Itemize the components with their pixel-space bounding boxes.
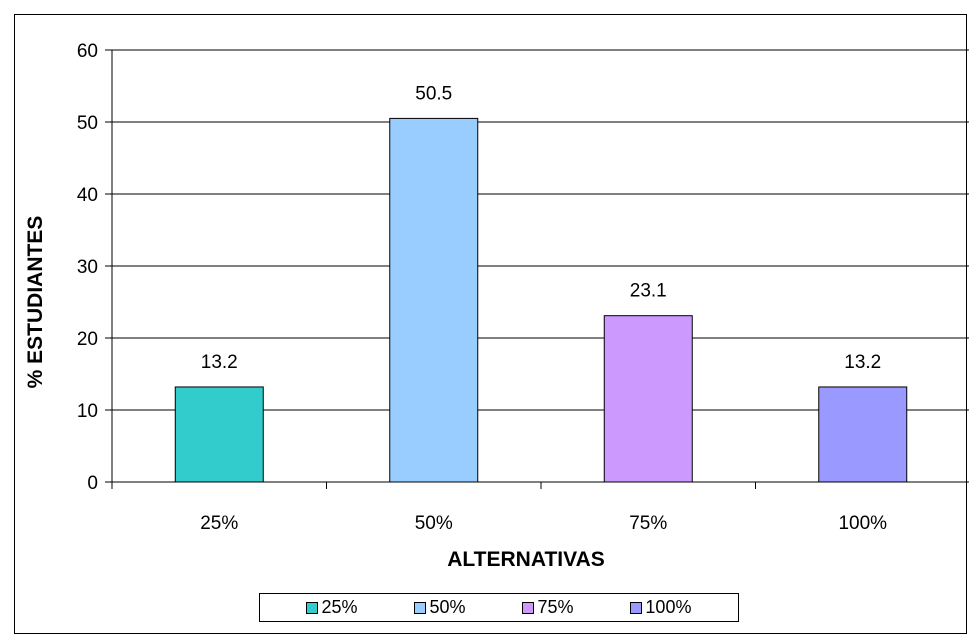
- bar-2: [389, 117, 479, 483]
- data-label: 23.1: [630, 281, 667, 302]
- chart-frame: [14, 14, 967, 634]
- x-tick-label: 75%: [629, 513, 667, 534]
- y-tick-label: 50: [77, 113, 98, 134]
- legend: 25% 50% 75% 100%: [259, 593, 739, 622]
- legend-item: 25%: [306, 597, 358, 618]
- gridlines: [112, 49, 969, 411]
- y-tick-label: 10: [77, 401, 98, 422]
- bar-1: [174, 386, 264, 483]
- y-tick-label: 40: [77, 185, 98, 206]
- legend-item: 100%: [630, 597, 691, 618]
- x-tick-label: 50%: [415, 513, 453, 534]
- bar-3: [603, 315, 693, 483]
- legend-label: 100%: [645, 597, 692, 617]
- x-tick-label: 25%: [200, 513, 238, 534]
- legend-swatch: [522, 601, 535, 614]
- labels: 0 10 20 30 40 50 60 13.2 25% 50.5 50% 23.1 75% 13.2 10…: [77, 41, 887, 534]
- y-tick-label: 20: [77, 329, 98, 350]
- legend-label: 50%: [429, 597, 466, 617]
- legend-label: 25%: [321, 597, 358, 617]
- x-axis-title: ALTERNATIVAS: [447, 548, 605, 571]
- bar-4: [818, 386, 908, 483]
- legend-item: 50%: [414, 597, 465, 618]
- x-tick-label: 100%: [838, 513, 887, 534]
- legend-swatch: [630, 601, 643, 614]
- y-tick-label: 60: [77, 41, 98, 62]
- data-label: 13.2: [201, 352, 238, 373]
- legend-swatch: [414, 601, 427, 614]
- data-label: 50.5: [415, 83, 452, 104]
- legend-swatch: [306, 601, 319, 614]
- legend-label: 75%: [537, 597, 574, 617]
- y-tick-label: 30: [77, 257, 98, 278]
- y-tick-label: 0: [87, 473, 98, 494]
- axes: [105, 49, 969, 489]
- legend-item: 75%: [522, 597, 573, 618]
- bars: [174, 117, 908, 483]
- data-label: 13.2: [844, 352, 881, 373]
- y-axis-title: % ESTUDIANTES: [24, 216, 47, 389]
